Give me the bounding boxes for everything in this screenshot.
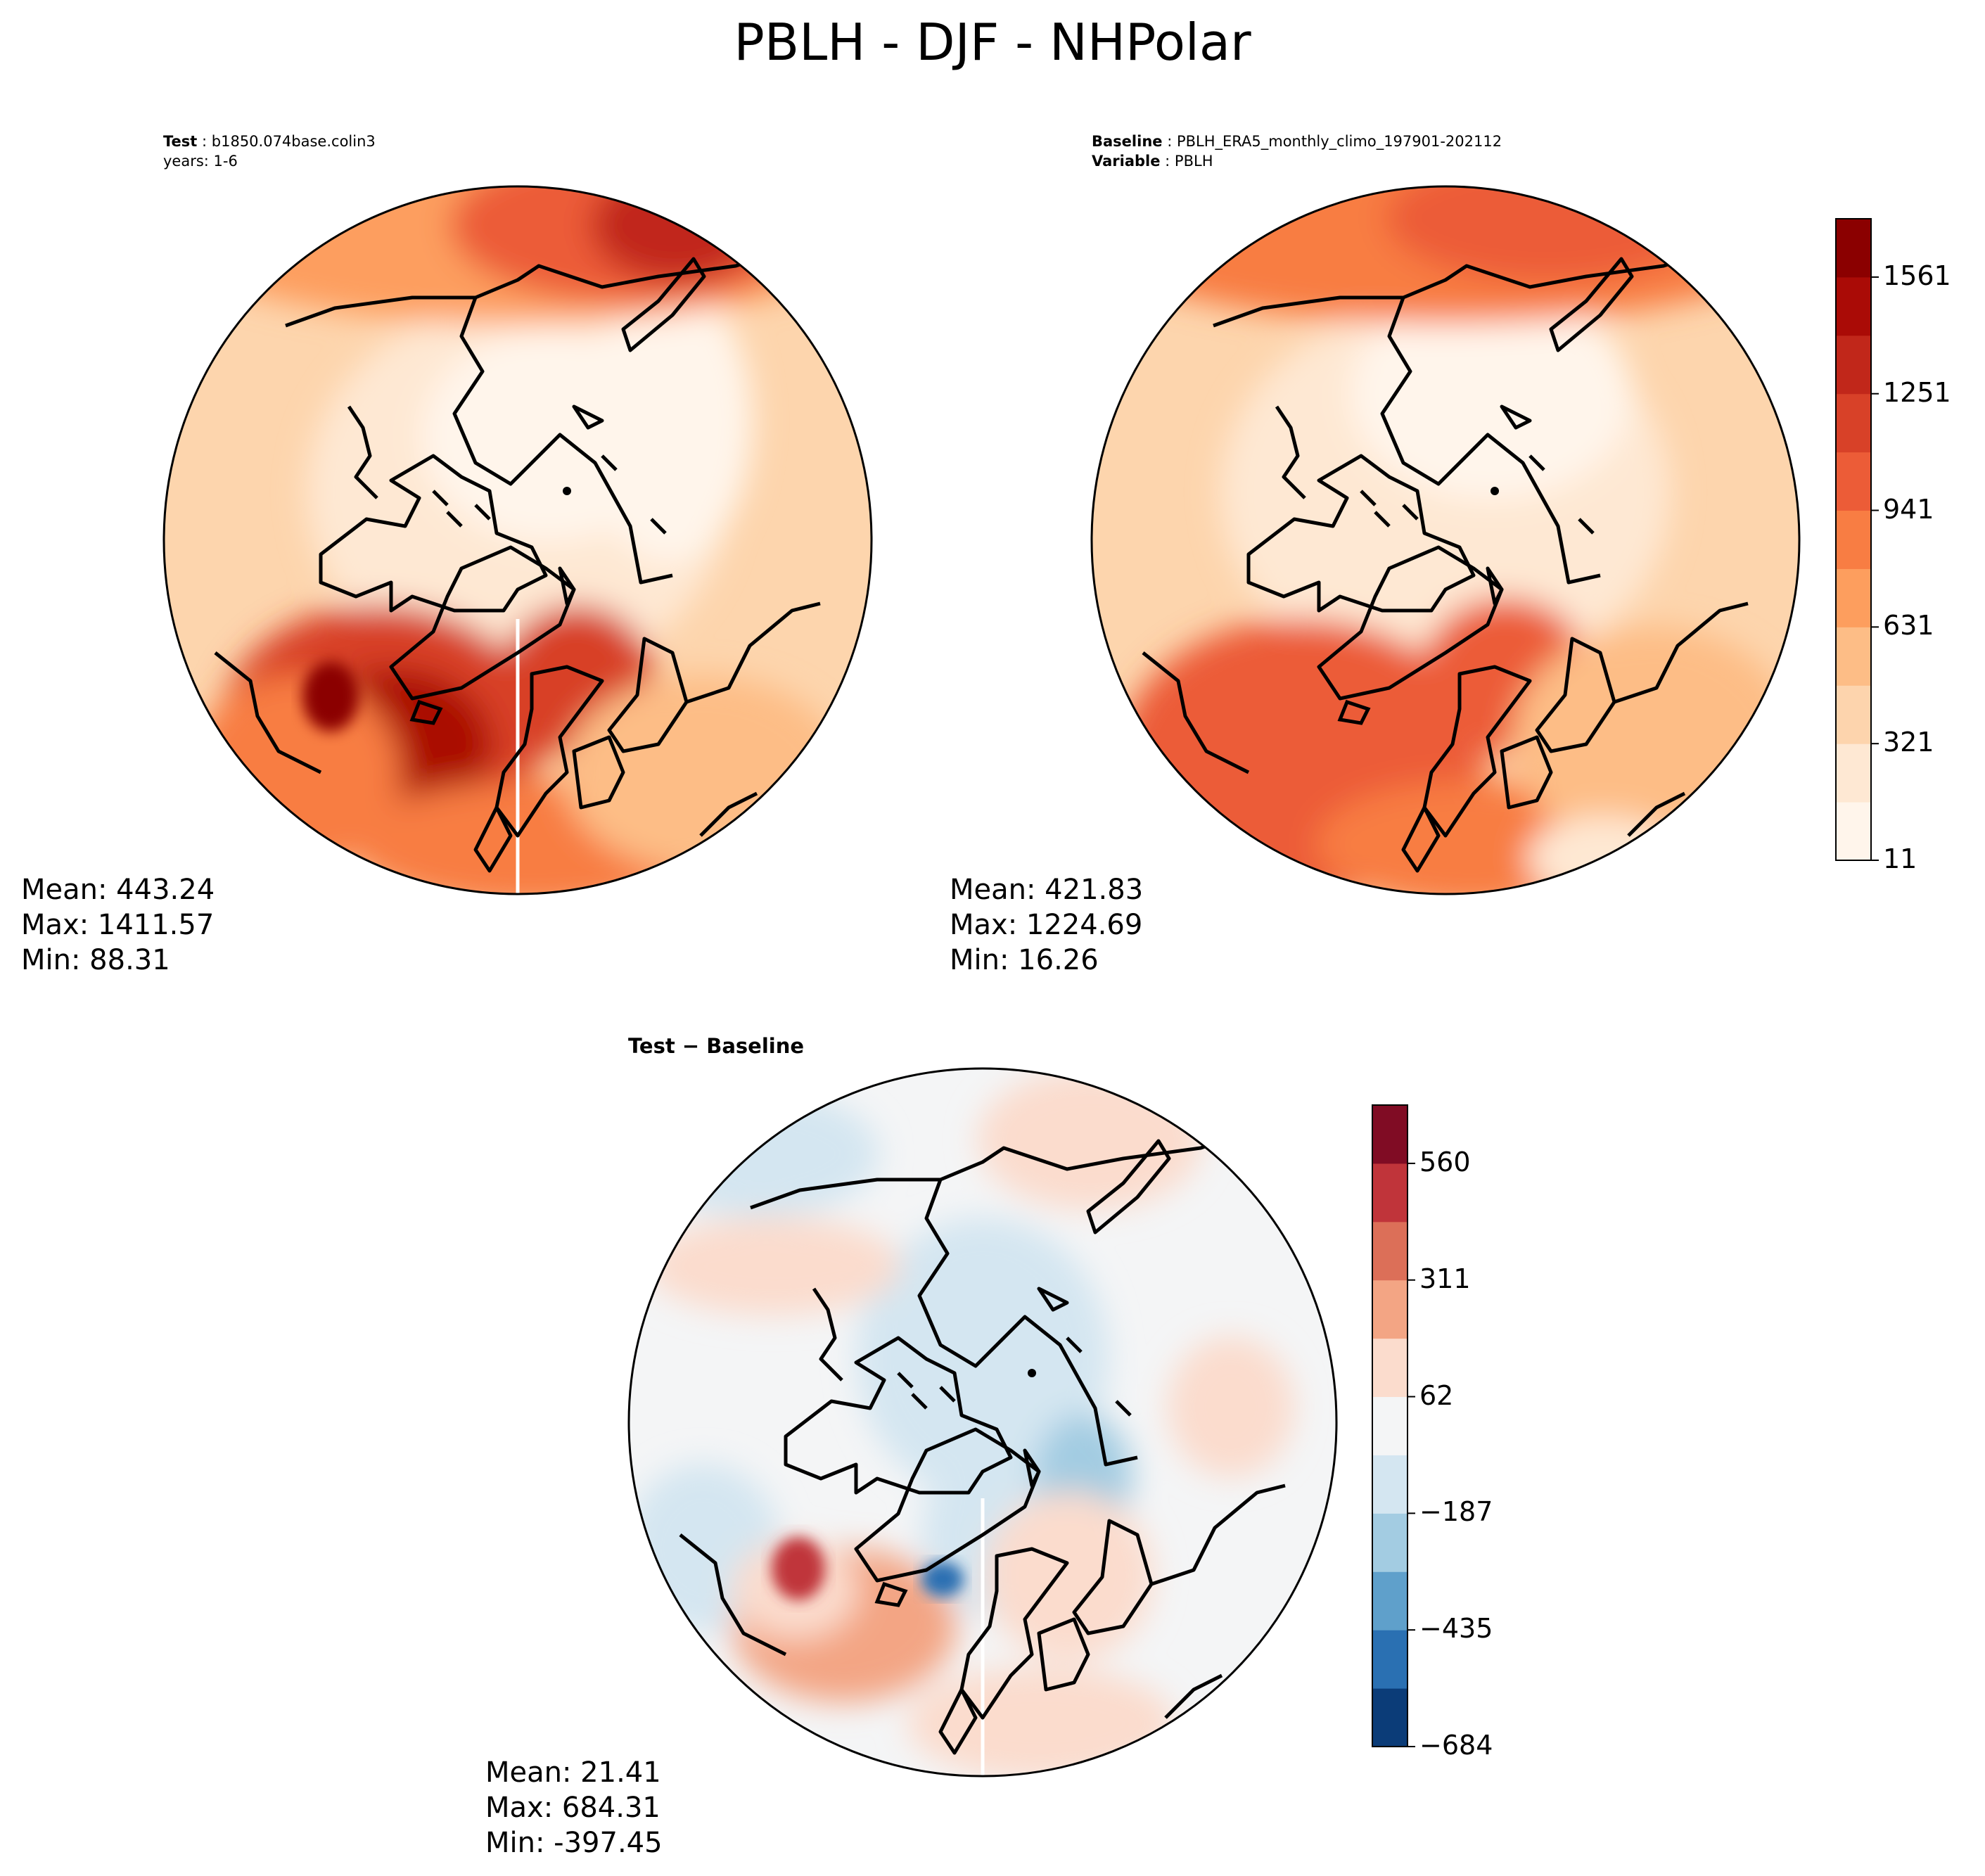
- baseline-mean: Mean: 421.83: [950, 874, 1144, 906]
- test-stats: Mean: 443.24 Max: 1411.57 Min: 88.31: [21, 872, 215, 978]
- diff-colorbar-band: [1372, 1221, 1408, 1281]
- diff-colorbar-svg: [1372, 1104, 1415, 1747]
- main-colorbar-tick-label: 11: [1883, 843, 1917, 874]
- diff-colorbar-tick-label: −684: [1419, 1730, 1493, 1761]
- test-mean: Mean: 443.24: [21, 874, 215, 906]
- main-colorbar-border: [1835, 218, 1872, 861]
- diff-mean: Mean: 21.41: [485, 1756, 661, 1789]
- baseline-variable-value: PBLH: [1174, 153, 1213, 170]
- main-colorbar-band: [1836, 685, 1871, 744]
- diff-colorbar-tick-label: 311: [1419, 1263, 1471, 1294]
- diff-max: Max: 684.31: [485, 1792, 660, 1824]
- baseline-max: Max: 1224.69: [950, 909, 1143, 941]
- diff-colorbar-band: [1372, 1280, 1408, 1339]
- main-colorbar-band: [1836, 452, 1871, 511]
- main-colorbar-band: [1836, 335, 1871, 395]
- figure-title: PBLH - DJF - NHPolar: [734, 13, 1251, 72]
- diff-colorbar-band: [1372, 1455, 1408, 1514]
- diff-colorbar-band: [1372, 1630, 1408, 1689]
- main-colorbar-tick-label: 1251: [1883, 376, 1951, 408]
- baseline-variable-key: Variable: [1092, 153, 1161, 170]
- main-colorbar-tick-label: 321: [1883, 727, 1934, 758]
- main-colorbar-band: [1836, 276, 1871, 336]
- main-colorbar-band: [1836, 744, 1871, 803]
- main-colorbar-tick-label: 941: [1883, 493, 1934, 525]
- main-colorbar-tick-label: 631: [1883, 610, 1934, 642]
- diff-colorbar-band: [1372, 1338, 1408, 1398]
- main-colorbar: 11 321 631 941 1251 1561: [1835, 218, 1976, 874]
- main-colorbar-band: [1836, 627, 1871, 686]
- main-colorbar-band: [1836, 568, 1871, 627]
- baseline-map-border: [1090, 185, 1801, 895]
- diff-colorbar-band: [1372, 1688, 1408, 1747]
- main-colorbar-band: [1836, 510, 1871, 569]
- diff-colorbar-tick-label: 560: [1419, 1146, 1471, 1178]
- diff-colorbar-tick-label: −187: [1419, 1496, 1493, 1528]
- diff-colorbar-tick-label: 62: [1419, 1379, 1454, 1411]
- main-colorbar-band: [1836, 219, 1871, 278]
- test-min: Min: 88.31: [21, 944, 170, 976]
- diff-colorbar-band: [1372, 1105, 1408, 1164]
- test-years: years: 1-6: [163, 153, 238, 170]
- main-colorbar-band: [1836, 802, 1871, 861]
- diff-colorbar-band: [1372, 1163, 1408, 1223]
- baseline-map: [1092, 186, 1799, 894]
- baseline-header: Baseline : PBLH_ERA5_monthly_climo_19790…: [1092, 133, 1502, 170]
- diff-colorbar-tick-label: −435: [1419, 1613, 1493, 1645]
- diff-colorbar-band: [1372, 1396, 1408, 1455]
- main-colorbar-band: [1836, 393, 1871, 453]
- diff-map-border: [627, 1067, 1338, 1778]
- test-label-key: Test: [163, 133, 198, 150]
- diff-colorbar-band: [1372, 1571, 1408, 1631]
- baseline-label-value: PBLH_ERA5_monthly_climo_197901-202112: [1176, 133, 1502, 150]
- diff-title: Test − Baseline: [628, 1034, 805, 1058]
- diff-colorbar: −684 −435 −187 62 311 560: [1372, 1104, 1512, 1761]
- baseline-stats: Mean: 421.83 Max: 1224.69 Min: 16.26: [950, 872, 1143, 978]
- diff-min: Min: -397.45: [485, 1827, 663, 1859]
- test-map-border: [162, 185, 873, 895]
- baseline-min: Min: 16.26: [950, 944, 1099, 976]
- diff-stats: Mean: 21.41 Max: 684.31 Min: -397.45: [485, 1755, 663, 1861]
- diff-colorbar-band: [1372, 1513, 1408, 1572]
- test-label-value: b1850.074base.colin3: [211, 133, 376, 150]
- main-colorbar-tick-label: 1561: [1883, 260, 1951, 291]
- test-header: Test : b1850.074base.colin3 years: 1-6: [163, 133, 376, 170]
- diff-colorbar-border: [1372, 1104, 1408, 1747]
- main-colorbar-svg: [1835, 218, 1879, 861]
- test-max: Max: 1411.57: [21, 909, 215, 941]
- test-map: [164, 186, 872, 894]
- baseline-label-key: Baseline: [1092, 133, 1163, 150]
